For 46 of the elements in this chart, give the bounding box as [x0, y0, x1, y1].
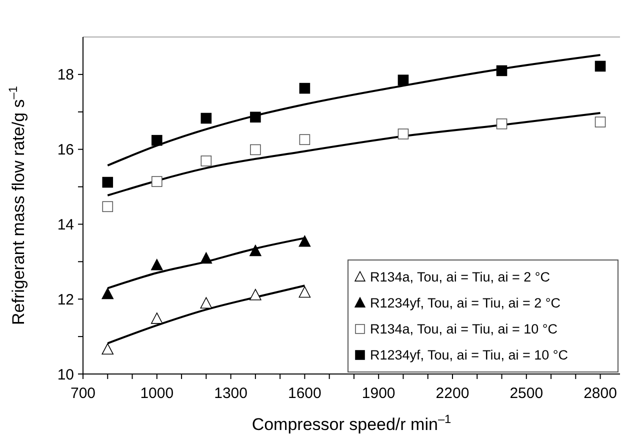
- point: [250, 288, 262, 300]
- x-tick-label: 1900: [362, 385, 396, 402]
- x-tick-label: 1300: [214, 385, 248, 402]
- point: [594, 116, 606, 128]
- y-tick-label: 10: [57, 366, 74, 384]
- legend-label: R1234yf, Tou, ai = Tiu, ai = 10 °C: [370, 348, 568, 363]
- point: [398, 128, 409, 140]
- y-tick-label: 12: [57, 291, 74, 308]
- point: [299, 82, 310, 94]
- point: [151, 259, 163, 270]
- x-tick-label: 1600: [288, 385, 322, 402]
- x-tick-label: 2200: [436, 385, 470, 402]
- point: [299, 134, 310, 145]
- point: [102, 288, 114, 300]
- point: [200, 112, 212, 124]
- y-tick-label: 16: [57, 142, 74, 159]
- point: [200, 297, 212, 309]
- point: [102, 201, 114, 212]
- x-tick-label: 1000: [140, 385, 174, 402]
- point: [298, 235, 311, 247]
- point: [496, 65, 508, 76]
- line-series: [106, 112, 602, 196]
- point: [200, 156, 212, 166]
- point: [200, 252, 212, 264]
- legend-label: R134a, Tou, ai = Tiu, ai = 2 °C: [370, 270, 550, 285]
- y-tick-label: 18: [57, 66, 74, 84]
- y-tick-label: 14: [57, 216, 74, 234]
- line-series: [106, 54, 602, 166]
- x-tick-label: 2800: [584, 385, 617, 402]
- point: [594, 60, 606, 72]
- point: [250, 112, 261, 123]
- x-tick-label: 2500: [510, 385, 544, 402]
- point: [298, 286, 311, 298]
- point: [102, 176, 114, 188]
- point: [250, 144, 261, 156]
- point: [152, 134, 162, 146]
- point: [250, 244, 262, 256]
- point: [152, 176, 162, 187]
- point: [496, 118, 508, 130]
- legend-label: R134a, Tou, ai = Tiu, ai = 10 °C: [370, 322, 558, 337]
- point: [398, 74, 409, 86]
- point: [151, 312, 163, 324]
- legend-label: R1234yf, Tou, ai = Tiu, ai = 2 °C: [370, 296, 561, 311]
- point: [102, 343, 114, 355]
- x-tick-label: 700: [70, 385, 96, 402]
- x-axis-title: Compressor speed/r min$^{–1}$: [252, 412, 452, 434]
